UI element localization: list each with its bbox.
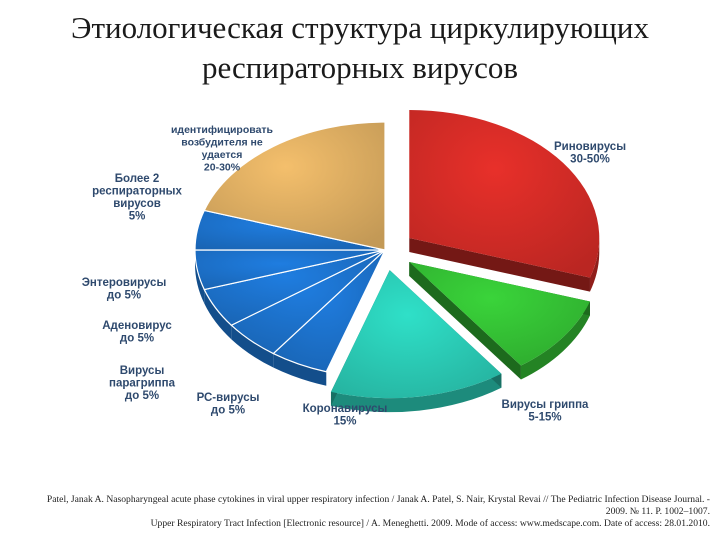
page-title: Этиологическая структура циркулирующих р…	[0, 8, 720, 88]
slice-label-line: до 5%	[107, 290, 141, 302]
slice-label-line: 20-30%	[204, 162, 241, 174]
slice-label-line: до 5%	[211, 405, 245, 417]
pie-slice-face	[409, 238, 590, 292]
slice-label-line: Риновирусы	[554, 141, 626, 153]
slice-label: идентифицировать возбудителя не удается 20-…	[171, 124, 274, 174]
slice-label-line: возбудителя не	[181, 137, 263, 149]
slice-label: Энтеровирусы до 5%	[82, 277, 167, 302]
slice-label-line: 30-50%	[570, 154, 610, 166]
slice-label-line: Энтеровирусы	[82, 277, 167, 289]
slice-label: Риновирусы 30-50%	[554, 141, 626, 166]
reference-line-1: Patel, Janak A. Nasopharyngeal acute pha…	[46, 494, 710, 505]
pie-slice-side	[231, 325, 274, 368]
pie-slice-side	[330, 373, 502, 413]
pie-slice	[330, 270, 502, 399]
slice-label-line: 5%	[129, 211, 146, 223]
slice-label-line: 15%	[333, 416, 356, 428]
slice-label-line: Коронавирусы	[303, 403, 388, 415]
slice-label: Вирусы парагриппа до 5%	[109, 365, 176, 402]
slice-label-line: Вирусы	[120, 365, 165, 377]
slice-label-line: идентифицировать	[171, 124, 274, 136]
slice-label-line: Более 2	[115, 173, 160, 185]
slice-label-line: респираторных	[92, 186, 182, 198]
pie-chart: Риновирусы 30-50% Вирусы гриппа 5-15% Корона…	[82, 110, 626, 428]
pie-slice	[409, 261, 590, 366]
slice-label-line: 5-15%	[528, 412, 561, 424]
pie-slice-face	[409, 261, 521, 380]
slice-label-line: РС-вирусы	[197, 392, 260, 404]
reference-line-3: Upper Respiratory Tract Infection [Elect…	[150, 518, 710, 529]
slice-label-line: удается	[202, 149, 243, 161]
slice-label-line: до 5%	[120, 333, 154, 345]
slice-label-line: Аденовирус	[102, 320, 172, 332]
title-line-1: Этиологическая структура циркулирующих	[71, 10, 649, 45]
slice-label-line: Вирусы гриппа	[502, 399, 590, 411]
slice-label-line: парагриппа	[109, 378, 176, 390]
reference-text: Patel, Janak A. Nasopharyngeal acute pha…	[10, 494, 710, 530]
title-line-2: респираторных вирусов	[202, 50, 518, 85]
slice-label: РС-вирусы до 5%	[197, 392, 260, 417]
pie-slice-side	[195, 250, 205, 304]
pie-slice-side	[589, 238, 600, 292]
slice-label: Более 2 респираторных вирусов 5%	[92, 173, 182, 223]
slice-label: Коронавирусы 15%	[303, 403, 388, 428]
pie-slice	[203, 121, 386, 251]
pie-slice-side	[520, 301, 590, 380]
slice-label: Вирусы гриппа 5-15%	[502, 399, 590, 424]
slice-label-line: до 5%	[125, 390, 159, 402]
reference-line-2: 2009. № 11. P. 1002–1007.	[605, 506, 710, 517]
slice-label-line: вирусов	[113, 198, 161, 210]
slice-label: Аденовирус до 5%	[102, 320, 172, 345]
pie-slice	[409, 110, 600, 278]
pie-slice-side	[273, 353, 327, 386]
